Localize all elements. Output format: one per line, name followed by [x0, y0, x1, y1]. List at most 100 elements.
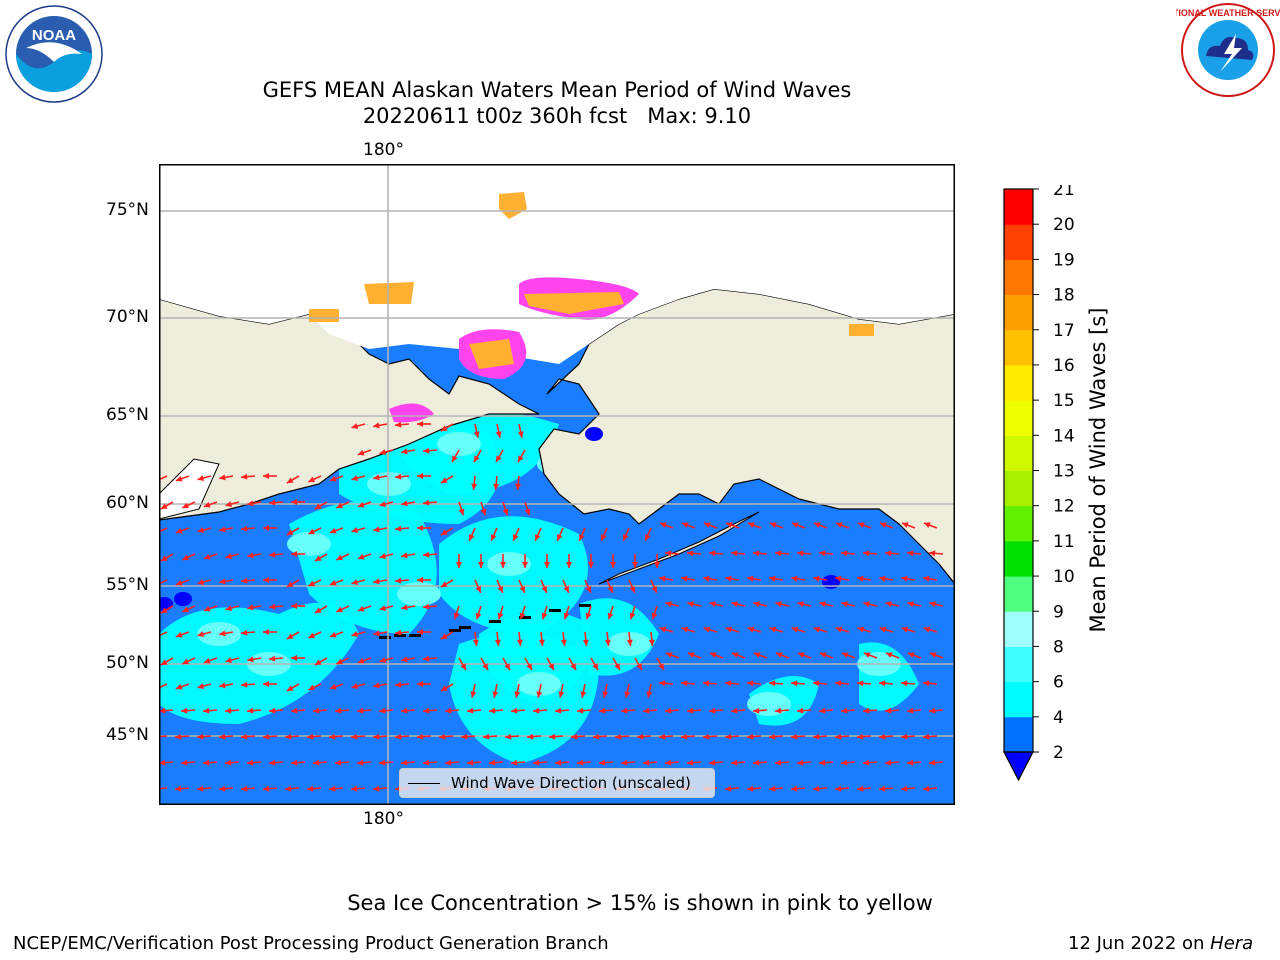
wind-wave-arrow [240, 577, 256, 584]
wind-wave-arrow [379, 553, 394, 559]
latitude-label: 60°N [106, 493, 149, 513]
wind-wave-arrow [517, 449, 526, 463]
wind-wave-arrow [379, 657, 394, 663]
wind-wave-arrow [373, 682, 388, 689]
wind-wave-arrow [286, 527, 300, 536]
wind-wave-arrow [290, 759, 306, 766]
aleutian-island [449, 629, 461, 632]
wind-wave-arrow [307, 527, 322, 535]
wind-wave-arrow [862, 707, 878, 714]
wind-wave-arrow [307, 579, 322, 587]
noaa-logo-text: NOAA [32, 27, 76, 44]
legend-line-icon [408, 783, 440, 784]
wind-wave-arrow [417, 577, 431, 583]
wind-wave-arrow [731, 601, 746, 608]
wind-wave-arrow [620, 707, 636, 714]
wind-wave-arrow [576, 759, 592, 766]
wind-wave-arrow [702, 733, 718, 740]
wind-wave-arrow [556, 527, 564, 542]
wind-wave-arrow [496, 579, 504, 594]
wind-wave-arrow [791, 522, 806, 529]
wind-wave-arrow [394, 421, 410, 428]
wind-wave-arrow [818, 550, 834, 557]
colorbar-segment [1004, 576, 1033, 612]
wind-wave-arrow [314, 605, 328, 614]
map-layer [159, 164, 955, 805]
colorbar-segment [1004, 189, 1033, 225]
wind-wave-arrow [401, 552, 416, 559]
wind-wave-arrow [504, 733, 520, 740]
wind-wave-arrow [262, 733, 278, 740]
wind-wave-arrow [686, 550, 702, 557]
wind-wave-arrow [708, 707, 724, 714]
aleutian-island [519, 616, 531, 619]
wind-wave-arrow [703, 522, 718, 529]
wind-wave-arrow [724, 733, 740, 740]
wind-wave-arrow [857, 575, 872, 582]
wind-wave-arrow [929, 601, 944, 608]
wind-wave-arrow [202, 759, 218, 766]
wind-wave-arrow [687, 601, 702, 608]
wind-wave-arrow [598, 759, 614, 766]
wind-wave-arrow [440, 631, 454, 640]
wind-wave-arrow [422, 499, 438, 506]
wind-wave-arrow [791, 626, 806, 633]
wind-wave-arrow [879, 575, 894, 582]
wind-wave-arrow [703, 626, 718, 633]
wind-wave-arrow [202, 707, 218, 714]
wind-wave-arrow [923, 626, 938, 633]
sea-ice-patch [499, 192, 527, 219]
wind-wave-arrow [286, 631, 300, 640]
wind-wave-arrow [791, 575, 806, 582]
wind-wave-arrow [488, 759, 504, 766]
colorbar-label: Mean Period of Wind Waves [s] [1086, 307, 1110, 633]
colorbar-segment [1004, 400, 1033, 436]
branch-credit: NCEP/EMC/Verification Post Processing Pr… [13, 933, 609, 954]
wind-wave-arrow [834, 680, 850, 687]
wind-wave-arrow [840, 759, 856, 766]
wind-wave-arrow [834, 733, 850, 740]
wind-wave-arrow [480, 501, 487, 516]
wind-wave-arrow [378, 759, 394, 766]
wind-wave-arrow [884, 550, 900, 557]
wind-wave-arrow [373, 474, 388, 481]
wind-wave-arrow [306, 785, 322, 792]
wind-wave-arrow [291, 551, 305, 557]
low-period-patch [174, 592, 192, 606]
wind-wave-arrow [585, 605, 592, 620]
wind-wave-arrow [906, 707, 922, 714]
wind-wave-arrow [524, 501, 531, 516]
colorbar-tick-label: 14 [1053, 426, 1075, 446]
aleutian-island [549, 609, 561, 612]
wind-wave-arrow [329, 527, 344, 534]
aleutian-island [459, 626, 471, 629]
wind-wave-arrow [490, 527, 498, 542]
wind-wave-arrow [681, 626, 696, 633]
wind-wave-arrow [665, 652, 680, 659]
wind-wave-arrow [708, 759, 724, 766]
wind-wave-arrow [752, 759, 768, 766]
wind-wave-arrow [622, 527, 630, 542]
wind-wave-arrow [510, 759, 526, 766]
wind-wave-arrow [286, 475, 300, 484]
wind-wave-arrow [790, 733, 806, 740]
sea-ice-patch [309, 309, 339, 322]
wind-wave-arrow [885, 652, 900, 659]
wind-wave-arrow [379, 449, 394, 455]
wind-wave-arrow [906, 550, 922, 557]
wind-wave-arrow [159, 759, 174, 766]
wind-wave-arrow [373, 526, 388, 533]
wind-wave-arrow [473, 449, 482, 463]
wind-wave-arrow [819, 652, 834, 659]
wind-wave-arrow [538, 631, 545, 647]
wind-wave-arrow [247, 552, 262, 559]
colorbar-under-triangle [1003, 751, 1034, 782]
wind-wave-arrow [458, 657, 467, 671]
wind-wave-arrow [475, 605, 482, 620]
wind-wave-arrow [470, 683, 477, 698]
wind-wave-arrow [813, 522, 828, 529]
wind-wave-arrow [644, 527, 652, 542]
wind-wave-arrow [502, 657, 511, 671]
wind-wave-arrow [197, 579, 212, 585]
wind-wave-arrow [225, 657, 240, 663]
